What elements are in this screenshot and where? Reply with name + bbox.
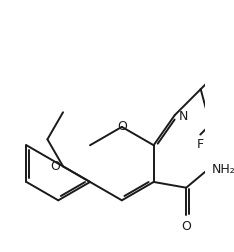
Text: O: O	[51, 160, 60, 173]
Text: N: N	[179, 110, 188, 123]
Text: O: O	[117, 120, 127, 133]
Text: NH₂: NH₂	[212, 164, 234, 176]
Text: O: O	[181, 219, 191, 233]
Text: F: F	[197, 138, 204, 151]
